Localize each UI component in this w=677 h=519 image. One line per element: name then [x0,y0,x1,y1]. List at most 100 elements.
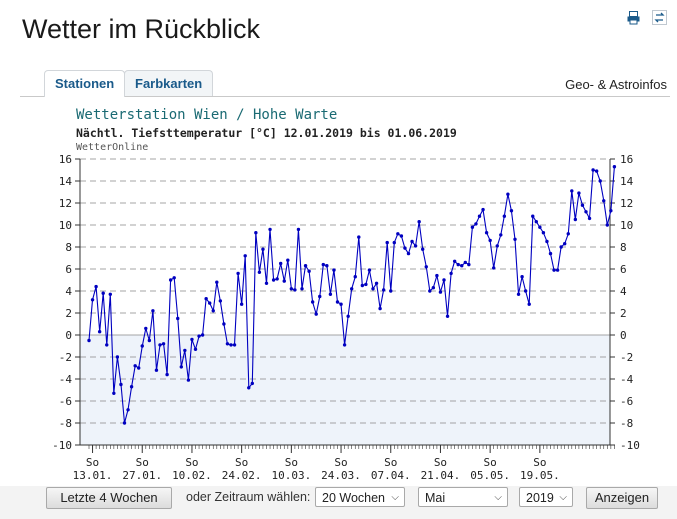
data-point [332,268,336,272]
y-tick-label: -8 [620,417,633,430]
data-point [421,247,425,251]
data-point [325,264,329,268]
data-point [555,268,560,272]
x-tick-label: 24.03. [321,469,361,482]
zeitraum-label: oder Zeitraum wählen: [186,490,311,504]
data-point [183,348,187,353]
y-tick-label: 0 [65,329,72,342]
data-point [172,276,176,280]
data-point [584,210,588,214]
data-point [396,232,400,236]
chevron-down-icon: ⌵ [494,492,502,503]
data-point [147,338,152,343]
chevron-down-icon: ⌵ [391,492,399,503]
data-point [129,385,134,389]
data-point [268,227,272,232]
data-point [364,282,368,287]
data-point [328,292,333,296]
data-point [534,220,538,224]
data-point [477,214,482,218]
data-point [350,287,354,291]
data-point [151,309,155,313]
x-tick-label: 27.01. [122,469,162,482]
data-point [502,214,507,218]
data-point [467,262,471,267]
y-tick-label: -10 [620,439,640,452]
data-point [392,240,396,245]
data-point [602,199,606,203]
data-point [126,408,130,412]
y-tick-label: 4 [65,285,72,298]
x-tick-label: 13.01. [73,469,113,482]
data-point [506,192,510,196]
data-point [481,207,485,212]
data-point [424,265,428,269]
x-tick-day-label: So [484,456,497,469]
x-tick-day-label: So [533,456,546,469]
tab-bar: Stationen Farbkarten [20,70,670,97]
data-point [499,233,503,237]
data-point [594,169,599,173]
data-point [335,300,340,304]
data-point [577,191,581,195]
data-point [303,264,308,268]
data-point [300,287,304,291]
y-tick-label: -4 [620,373,634,386]
printer-icon[interactable] [626,10,641,25]
month-select[interactable]: Mai ⌵ [418,487,508,507]
data-point [573,217,578,222]
y-tick-label: 6 [620,263,627,276]
data-point [541,231,546,235]
data-point [193,347,198,351]
x-tick-day-label: So [86,456,99,469]
data-point [406,251,411,256]
data-point [190,337,194,342]
geo-astroinfos-link[interactable]: Geo- & Astroinfos [565,77,667,92]
last-4-weeks-button[interactable]: Letzte 4 Wochen [46,487,172,509]
data-point [367,268,372,272]
data-point [87,338,91,343]
chart-canvas: -10 -10 -8 -8 -6 -6 -4 -4 -2 -2 0 0 2 2 4 4 6 6 8 8 10 10 12 12… [52,153,640,482]
x-tick-day-label: So [235,456,248,469]
data-point [225,342,230,346]
tab-stationen[interactable]: Stationen [44,70,126,97]
show-button[interactable]: Anzeigen [586,487,658,509]
data-point [417,220,421,224]
data-point [460,264,464,268]
data-point [612,165,617,169]
weeks-select[interactable]: 20 Wochen ⌵ [315,487,405,507]
month-select-value: Mai [425,491,446,505]
data-point [321,262,325,267]
data-point [385,240,389,245]
y-tick-label: 8 [65,241,72,254]
data-point [548,251,553,256]
data-point [108,292,113,296]
data-point [435,273,439,278]
y-tick-label: 16 [620,153,633,166]
data-point [520,275,524,279]
data-point [428,289,432,293]
data-point [456,262,460,267]
data-point [559,245,563,249]
data-point [158,343,162,347]
data-point [452,259,457,263]
data-point [239,302,244,306]
y-tick-label: 2 [620,307,627,320]
data-point [232,343,237,347]
x-tick-label: 05.05. [470,469,510,482]
data-point [165,372,169,377]
tab-farbkarten[interactable]: Farbkarten [124,70,214,96]
data-point [211,309,215,313]
swap-arrows-icon[interactable] [652,10,667,25]
data-point [527,302,531,306]
data-point [279,261,283,266]
x-tick-label: 10.03. [271,469,311,482]
y-tick-label: 2 [65,307,72,320]
data-point [247,386,251,390]
data-point [566,232,570,236]
data-point [591,168,595,172]
data-point [122,421,127,425]
year-select[interactable]: 2019 ⌵ [519,487,573,507]
data-point [360,283,365,288]
x-tick-day-label: So [136,456,149,469]
